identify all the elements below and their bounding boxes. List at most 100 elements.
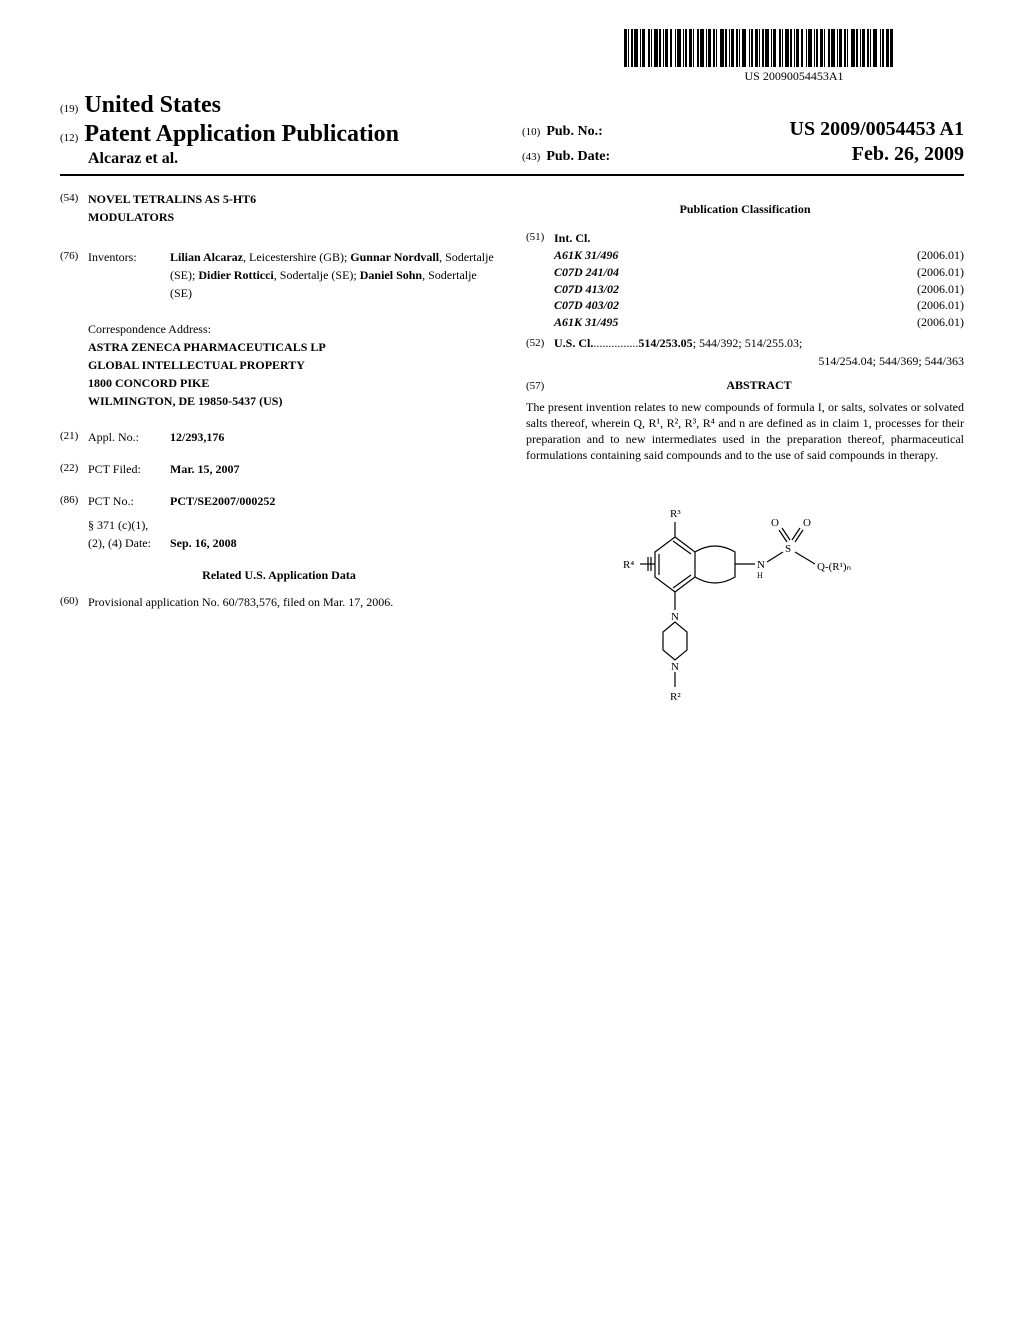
- appl-no-label: Appl. No.:: [88, 428, 170, 446]
- code-19: (19): [60, 103, 78, 115]
- pct-filed-value: Mar. 15, 2007: [170, 460, 498, 478]
- left-column: (54) NOVEL TETRALINS AS 5-HT6 MODULATORS…: [60, 190, 498, 716]
- correspondence: Correspondence Address: ASTRA ZENECA PHA…: [88, 320, 498, 410]
- correspondence-line3: 1800 CONCORD PIKE: [88, 374, 498, 392]
- barcode-label: US 20090054453A1: [624, 69, 964, 84]
- code-43: (43): [522, 151, 540, 163]
- inventor-loc: , Sodertalje (SE);: [274, 268, 360, 282]
- barcode-graphic: [624, 29, 964, 67]
- title-text: NOVEL TETRALINS AS 5-HT6 MODULATORS: [88, 190, 498, 226]
- pub-no-label: Pub. No.:: [546, 124, 602, 140]
- us-cl-label: U.S. Cl.: [554, 335, 593, 352]
- us-cl-line1: 514/253.05; 544/392; 514/255.03;: [638, 335, 802, 352]
- code-12: (12): [60, 132, 78, 144]
- svg-text:O: O: [803, 517, 811, 529]
- svg-text:O: O: [771, 517, 779, 529]
- pct-no-label: PCT No.:: [88, 492, 170, 510]
- inventor-name: Lilian Alcaraz: [170, 250, 243, 264]
- appl-no-value: 12/293,176: [170, 428, 498, 446]
- code-52: (52): [526, 335, 554, 370]
- class-year: (2006.01): [917, 297, 964, 314]
- code-10: (10): [522, 126, 540, 138]
- svg-text:R³: R³: [670, 508, 681, 520]
- chemical-formula: R³ R⁴ N N R² N H: [526, 492, 964, 716]
- appl-no-row: (21) Appl. No.: 12/293,176: [60, 428, 498, 446]
- code-54: (54): [60, 190, 88, 226]
- us-cl-row: (52) U.S. Cl. ............... 514/253.05…: [526, 335, 964, 370]
- inventor-name: Didier Rotticci: [198, 268, 273, 282]
- title-line2: MODULATORS: [88, 210, 174, 224]
- code-57: (57): [526, 380, 554, 392]
- class-item: A61K 31/496 (2006.01): [554, 247, 964, 264]
- pct-filed-row: (22) PCT Filed: Mar. 15, 2007: [60, 460, 498, 478]
- class-code: C07D 241/04: [554, 264, 654, 281]
- title-line1: NOVEL TETRALINS AS 5-HT6: [88, 192, 256, 206]
- pct-filed-label: PCT Filed:: [88, 460, 170, 478]
- inventor-name: Daniel Sohn: [360, 268, 422, 282]
- svg-text:R⁴: R⁴: [623, 559, 634, 571]
- barcode-section: US 20090054453A1: [60, 20, 964, 84]
- class-item: C07D 403/02 (2006.01): [554, 297, 964, 314]
- svg-text:R²: R²: [670, 691, 681, 703]
- s371-row: § 371 (c)(1), (2), (4) Date: Sep. 16, 20…: [88, 516, 498, 552]
- class-item: A61K 31/495 (2006.01): [554, 314, 964, 331]
- correspondence-line1: ASTRA ZENECA PHARMACEUTICALS LP: [88, 338, 498, 356]
- svg-text:N: N: [671, 661, 679, 673]
- correspondence-label: Correspondence Address:: [88, 320, 498, 338]
- classification-heading: Publication Classification: [526, 202, 964, 217]
- svg-text:H: H: [757, 571, 763, 580]
- s371-label2: (2), (4) Date:: [88, 536, 151, 550]
- country: United States: [84, 92, 221, 119]
- s371-value: Sep. 16, 2008: [170, 534, 498, 552]
- code-86: (86): [60, 492, 88, 510]
- s371-label1: § 371 (c)(1),: [88, 518, 148, 532]
- class-item: C07D 241/04 (2006.01): [554, 264, 964, 281]
- formula-svg: R³ R⁴ N N R² N H: [615, 492, 875, 712]
- related-row: (60) Provisional application No. 60/783,…: [60, 593, 498, 611]
- code-22: (22): [60, 460, 88, 478]
- pub-date: Feb. 26, 2009: [852, 143, 964, 166]
- svg-text:Q-(R¹)ₙ: Q-(R¹)ₙ: [817, 561, 851, 573]
- code-21: (21): [60, 428, 88, 446]
- related-heading: Related U.S. Application Data: [60, 568, 498, 583]
- svg-text:N: N: [671, 611, 679, 623]
- correspondence-line4: WILMINGTON, DE 19850-5437 (US): [88, 392, 498, 410]
- int-cl-row: (51) Int. Cl. A61K 31/496 (2006.01) C07D …: [526, 229, 964, 331]
- right-column: Publication Classification (51) Int. Cl.…: [526, 190, 964, 716]
- s371-label: § 371 (c)(1), (2), (4) Date:: [88, 516, 170, 552]
- title-row: (54) NOVEL TETRALINS AS 5-HT6 MODULATORS: [60, 190, 498, 226]
- pct-no-row: (86) PCT No.: PCT/SE2007/000252: [60, 492, 498, 510]
- header: (19) United States (12) Patent Applicati…: [60, 92, 964, 176]
- code-60: (60): [60, 593, 88, 611]
- int-cl-label: Int. Cl.: [554, 229, 964, 247]
- class-year: (2006.01): [917, 314, 964, 331]
- pub-date-label: Pub. Date:: [546, 149, 610, 165]
- inventors-list: Lilian Alcaraz, Leicestershire (GB); Gun…: [170, 248, 498, 302]
- inventors-row: (76) Inventors: Lilian Alcaraz, Leiceste…: [60, 248, 498, 302]
- body: (54) NOVEL TETRALINS AS 5-HT6 MODULATORS…: [60, 190, 964, 716]
- us-cl-line2: 514/254.04; 544/369; 544/363: [554, 352, 964, 370]
- abstract-heading: ABSTRACT: [554, 378, 964, 393]
- class-code: A61K 31/496: [554, 247, 654, 264]
- authors: Alcaraz et al.: [60, 150, 502, 168]
- us-cl-dots: ...............: [593, 335, 638, 352]
- class-year: (2006.01): [917, 264, 964, 281]
- pct-no-value: PCT/SE2007/000252: [170, 492, 498, 510]
- class-code: A61K 31/495: [554, 314, 654, 331]
- svg-text:N: N: [757, 559, 765, 571]
- class-code: C07D 403/02: [554, 297, 654, 314]
- related-text: Provisional application No. 60/783,576, …: [88, 593, 498, 611]
- publication-type: Patent Application Publication: [84, 121, 399, 148]
- inventors-label: Inventors:: [88, 248, 170, 302]
- class-item: C07D 413/02 (2006.01): [554, 281, 964, 298]
- pub-no: US 2009/0054453 A1: [790, 118, 964, 141]
- class-code: C07D 413/02: [554, 281, 654, 298]
- code-51: (51): [526, 229, 554, 331]
- class-year: (2006.01): [917, 281, 964, 298]
- code-76: (76): [60, 248, 88, 302]
- inventor-loc: , Leicestershire (GB);: [243, 250, 350, 264]
- inventor-name: Gunnar Nordvall: [350, 250, 439, 264]
- svg-text:S: S: [785, 543, 791, 555]
- class-year: (2006.01): [917, 247, 964, 264]
- abstract-text: The present invention relates to new com…: [526, 399, 964, 464]
